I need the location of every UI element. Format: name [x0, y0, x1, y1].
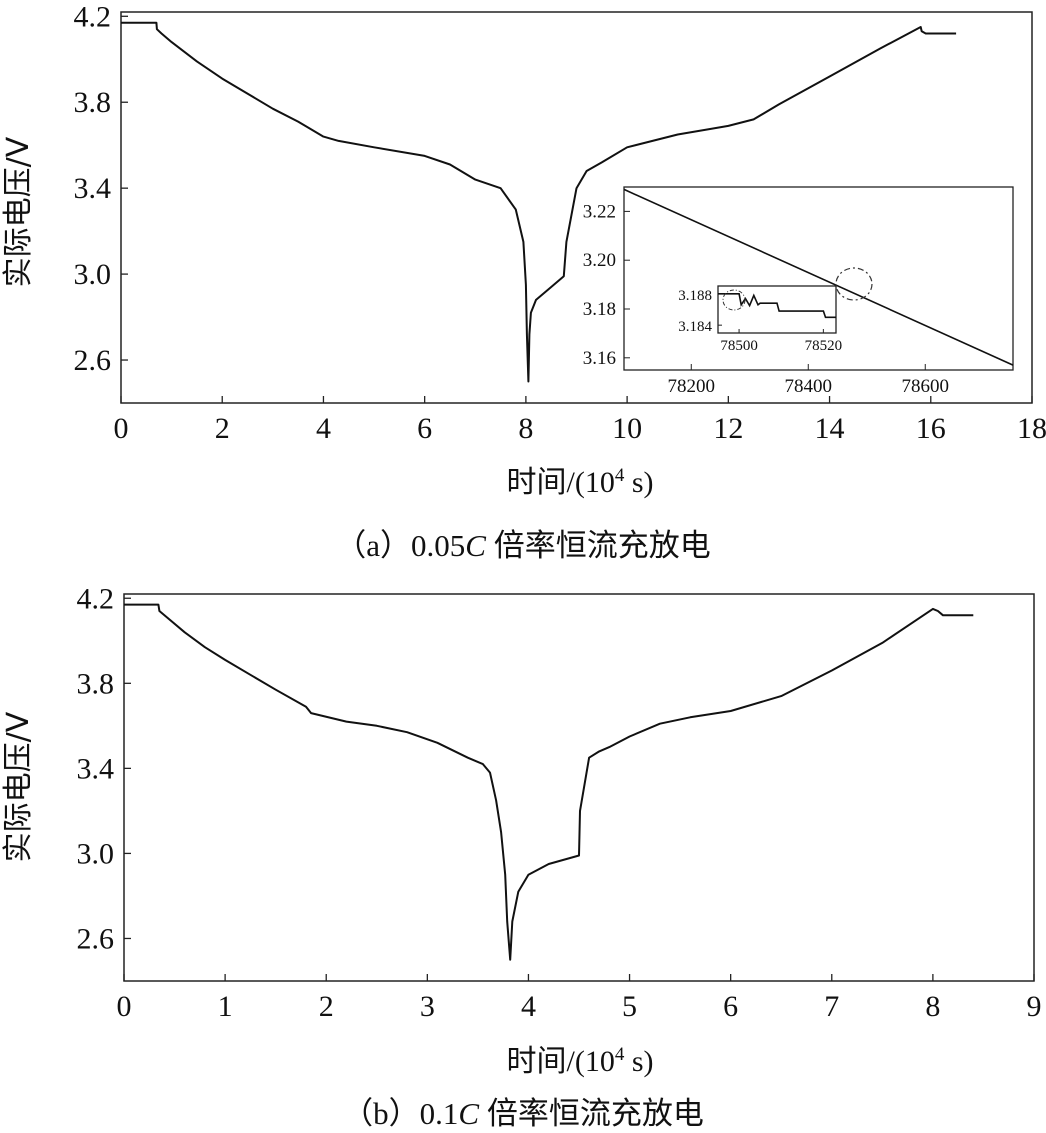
- panel-a-y-tick-label: 3.0: [74, 258, 112, 291]
- panel-b-voltage-line: [124, 603, 974, 961]
- panel-a-x-axis-label: 时间/(104 s): [507, 465, 654, 499]
- inner-inset-x-tick-label: 78520: [805, 338, 843, 354]
- panel-b-x-tick-label: 7: [824, 990, 839, 1023]
- panel-b-x-tick-label: 3: [420, 990, 435, 1023]
- inset-x-tick-label: 78200: [668, 376, 716, 397]
- panel-a-caption: （a）0.05C 倍率恒流充放电: [335, 528, 710, 563]
- inset-x-tick-label: 78400: [785, 376, 833, 397]
- panel-a-x-tick-label: 8: [518, 412, 533, 445]
- panel-a-xlabel-sup: 4: [615, 465, 625, 486]
- panel-a-voltage-line: [121, 21, 957, 383]
- panel-b-x-tick-label: 9: [1027, 990, 1042, 1023]
- panel-a-x-tick-label: 2: [215, 412, 230, 445]
- panel-b-x-tick-label: 6: [723, 990, 738, 1023]
- panel-b-x-tick-label: 5: [622, 990, 637, 1023]
- inset-y-tick-label: 3.22: [583, 201, 616, 222]
- panel-b-y-tick-label: 2.6: [77, 922, 115, 955]
- panel-a-x-tick-label: 10: [612, 412, 642, 445]
- panel-a-inset: 78200 78400 78600 3.22 3.20 3.18 3.16 78500 7852…: [583, 186, 1014, 397]
- panel-b-x-tick-label: 0: [117, 990, 132, 1023]
- panel-b-xlabel-pre: 时间/(10: [507, 1045, 615, 1078]
- panel-a: 0 2 4 6 8 10 12 14 16 18 4.2 3.8 3.4 3.0 2.6 78200 7840…: [1, 0, 1046, 563]
- panel-a-xlabel-pre: 时间/(10: [507, 466, 615, 499]
- inner-inset-y-tick-label: 3.184: [678, 319, 712, 335]
- panel-b-y-tick-label: 4.2: [77, 582, 115, 615]
- panel-a-xlabel-post: s): [624, 466, 653, 499]
- inset-y-tick-label: 3.20: [583, 250, 616, 271]
- panel-b: 0 1 2 3 4 5 6 7 8 94.23.83.43.02.6 实际电压/V 时间/(104…: [1, 582, 1042, 1131]
- inset-frame: [623, 186, 1014, 371]
- panel-b-x-axis-label: 时间/(104 s): [507, 1044, 654, 1078]
- panel-a-y-tick-label: 3.8: [74, 86, 112, 119]
- panel-a-x-tick-label: 0: [114, 412, 129, 445]
- inner-inset-x-tick-label: 78500: [720, 338, 758, 354]
- inset-x-tick-label: 78600: [902, 376, 950, 397]
- panel-a-plot-frame: [120, 11, 1033, 404]
- panel-b-y-tick-label: 3.8: [77, 667, 115, 700]
- panel-a-caption-c: C: [465, 528, 486, 563]
- panel-b-caption-c: C: [458, 1096, 479, 1131]
- panel-b-plot: 0 1 2 3 4 5 6 7 8 9 4.2 3.8 3.4 3.0 2.6: [77, 582, 1042, 1023]
- inset-zoom-marker: [835, 267, 873, 301]
- panel-a-caption-rest: 倍率恒流充放电: [486, 528, 711, 563]
- panel-b-plot-frame: [123, 593, 1035, 982]
- panel-a-caption-rate: 0.05: [411, 528, 465, 563]
- panel-a-x-tick-label: 4: [316, 412, 331, 445]
- panel-a-y-axis-label: 实际电压/V: [1, 136, 36, 287]
- panel-b-caption: （b）0.1C 倍率恒流充放电: [342, 1096, 704, 1131]
- panel-a-plot: 0 2 4 6 8 10 12 14 16 18 4.2 3.8 3.4 3.0 2.6: [74, 0, 1046, 445]
- panel-b-xlabel-post: s): [624, 1045, 653, 1078]
- panel-a-x-tick-label: 14: [815, 412, 845, 445]
- inner-inset-zoom-marker: [722, 289, 746, 311]
- inset-y-tick-label: 3.16: [583, 348, 616, 369]
- inset-line: [623, 188, 1014, 366]
- panel-b-x-tick-label: 8: [925, 990, 940, 1023]
- panel-b-caption-rate: 0.1: [420, 1096, 459, 1131]
- panel-a-y-tick-label: 3.4: [74, 172, 112, 205]
- inner-inset-line: [718, 292, 836, 319]
- inset-y-tick-label: 3.18: [583, 299, 616, 320]
- panel-b-y-tick-label: 3.0: [77, 837, 115, 870]
- inner-inset-y-tick-label: 3.188: [678, 288, 712, 304]
- panel-a-x-tick-label: 18: [1017, 412, 1046, 445]
- panel-a-x-tick-label: 6: [417, 412, 432, 445]
- panel-b-caption-rest: 倍率恒流充放电: [479, 1096, 704, 1131]
- panel-a-caption-open: （a）: [335, 528, 411, 563]
- panel-b-y-tick-label: 3.4: [77, 752, 115, 785]
- panel-a-y-tick-label: 2.6: [74, 344, 112, 377]
- panel-b-y-axis-label: 实际电压/V: [1, 711, 36, 862]
- panel-b-caption-open: （b）: [342, 1096, 420, 1131]
- panel-a-x-tick-label: 12: [713, 412, 743, 445]
- panel-b-x-tick-label: 4: [521, 990, 536, 1023]
- panel-b-xlabel-sup: 4: [615, 1044, 625, 1065]
- panel-b-x-tick-label: 2: [319, 990, 334, 1023]
- panel-a-y-tick-label: 4.2: [74, 0, 112, 33]
- panel-a-x-tick-label: 16: [916, 412, 946, 445]
- panel-b-x-tick-label: 1: [218, 990, 233, 1023]
